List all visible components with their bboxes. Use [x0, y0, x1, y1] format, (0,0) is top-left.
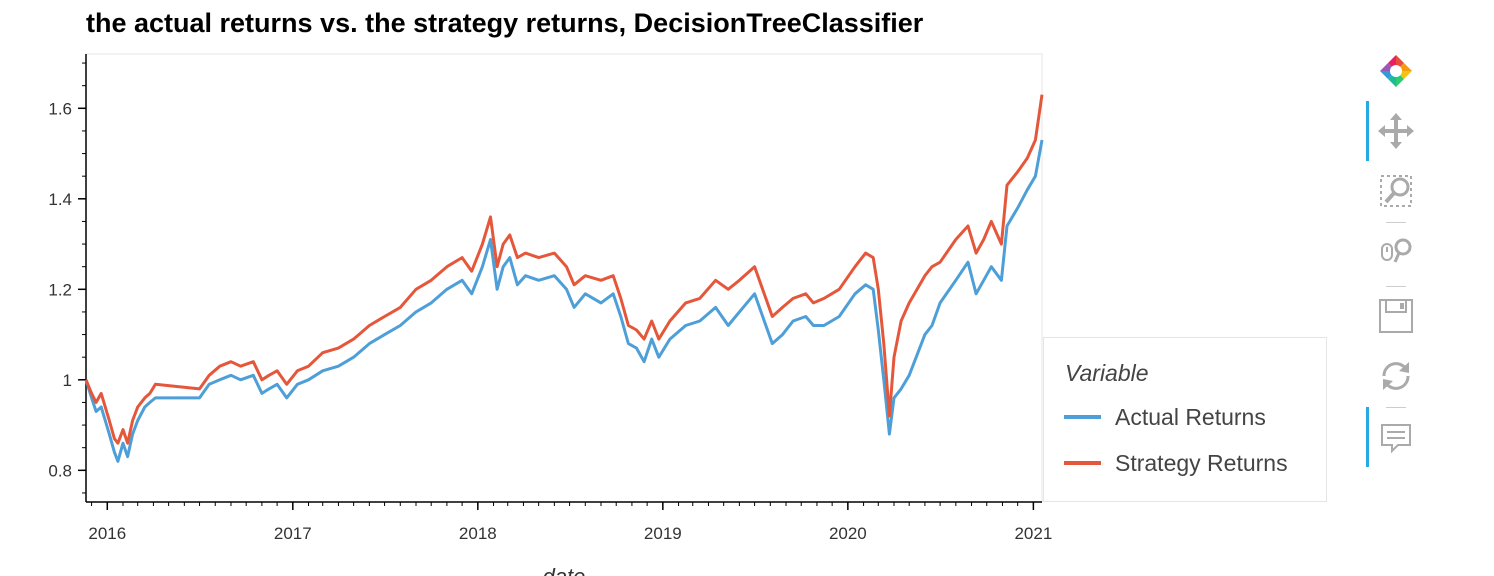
toolbar-separator [1386, 286, 1406, 287]
x-minor-ticks [91, 502, 1034, 506]
legend-item-strategy-returns[interactable]: Strategy Returns [1064, 449, 1288, 477]
hover-active-indicator [1366, 407, 1369, 467]
y-tick-label: 1.6 [48, 99, 72, 118]
y-tick-label: 0.8 [48, 461, 72, 480]
wheel-zoom-icon[interactable] [1376, 232, 1416, 272]
x-tick-label: 2018 [459, 524, 497, 543]
legend-label: Actual Returns [1115, 403, 1266, 430]
y-tick-label: 1.4 [48, 190, 72, 209]
series-group [84, 94, 1044, 463]
x-axis-title: date [543, 564, 586, 576]
series-line-actual-returns [84, 139, 1044, 463]
x-tick-label: 2019 [644, 524, 682, 543]
x-ticks: 2016 2017 2018 2019 2020 2021 [88, 502, 1052, 543]
x-tick-label: 2017 [274, 524, 312, 543]
legend-swatch-actual-returns [1064, 415, 1101, 419]
y-ticks: 0.8 1 1.2 1.4 1.6 [48, 99, 86, 480]
pan-icon[interactable] [1376, 111, 1416, 151]
chart-toolbar [1366, 50, 1426, 480]
legend: Variable Actual Returns Strategy Returns [1043, 337, 1327, 502]
pan-active-indicator [1366, 101, 1369, 161]
save-icon[interactable] [1376, 296, 1416, 336]
chart-title: the actual returns vs. the strategy retu… [86, 8, 924, 38]
box-zoom-icon[interactable] [1376, 171, 1416, 211]
reset-icon[interactable] [1376, 356, 1416, 396]
y-minor-ticks [82, 62, 86, 494]
legend-label: Strategy Returns [1115, 449, 1288, 476]
legend-title: Variable [1065, 360, 1149, 386]
x-tick-label: 2021 [1014, 524, 1052, 543]
series-line-strategy-returns [84, 94, 1044, 445]
legend-swatch-strategy-returns [1064, 461, 1101, 465]
legend-item-actual-returns[interactable]: Actual Returns [1064, 403, 1266, 431]
hover-icon[interactable] [1376, 417, 1416, 457]
plot-area-border [85, 53, 1043, 503]
toolbar-separator [1386, 407, 1406, 408]
bokeh-logo-icon[interactable] [1376, 50, 1416, 90]
x-tick-label: 2016 [88, 524, 126, 543]
x-tick-label: 2020 [829, 524, 867, 543]
y-tick-label: 1.2 [48, 280, 72, 299]
y-tick-label: 1 [63, 371, 72, 390]
toolbar-separator [1386, 222, 1406, 223]
